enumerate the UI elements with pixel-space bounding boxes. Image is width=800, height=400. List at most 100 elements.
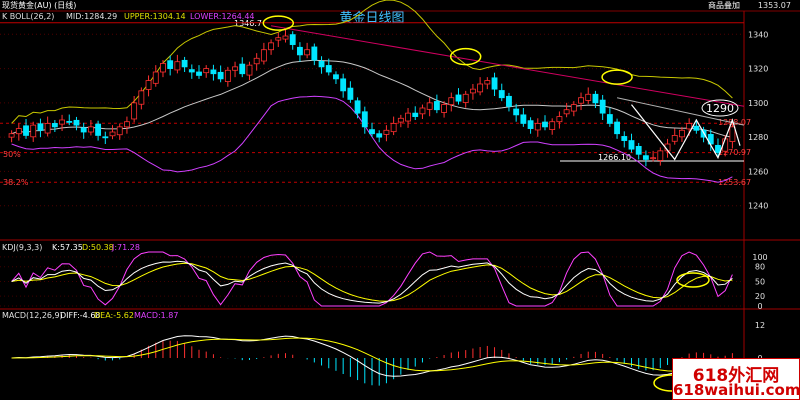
candle-body xyxy=(217,71,224,80)
candle-body xyxy=(671,135,678,142)
target-ellipse xyxy=(701,99,739,117)
candle-body xyxy=(621,136,628,141)
kdj-tick-label: 80 xyxy=(755,263,765,272)
watermark-line1: 618外汇网 xyxy=(692,366,780,386)
candle-body xyxy=(614,121,620,135)
candle-body xyxy=(347,87,354,100)
candle-body xyxy=(448,97,455,105)
candle-body xyxy=(361,111,368,128)
candle-body xyxy=(188,69,195,73)
candle-body xyxy=(174,61,181,71)
candle-body xyxy=(563,109,570,115)
fib-50-label: 50% xyxy=(3,150,21,159)
candle-body xyxy=(484,80,491,85)
kdj-tick-label: 100 xyxy=(752,253,767,262)
candle-body xyxy=(152,71,159,84)
candle-body xyxy=(657,150,664,161)
candle-body xyxy=(340,78,347,92)
candle-body xyxy=(304,49,311,56)
candle-body xyxy=(102,136,109,139)
candle-body xyxy=(333,74,339,80)
candle-body xyxy=(224,69,231,82)
candle-body xyxy=(44,123,51,134)
level-1-label: 1288.07 xyxy=(718,118,751,127)
candle-body xyxy=(390,123,397,133)
candle-body xyxy=(8,133,15,138)
kdj-tick-label: 50 xyxy=(755,277,765,286)
candle-body xyxy=(145,80,152,90)
projection-zigzag xyxy=(631,104,741,161)
boll-label: K BOLL(26,2) xyxy=(2,12,54,21)
highlight-ellipse xyxy=(601,69,633,85)
candle-body xyxy=(167,60,174,69)
candle-body xyxy=(570,104,577,112)
macd-value-label: MACD:1.87 xyxy=(134,311,179,320)
candle-body xyxy=(506,95,512,107)
macd-diff-label: DIFF:-4.68 xyxy=(60,311,101,320)
candle-body xyxy=(606,114,613,124)
kdj-highlight-ellipse xyxy=(676,272,710,288)
candle-body xyxy=(650,157,657,160)
candle-body xyxy=(109,131,116,137)
candle-body xyxy=(498,90,505,99)
watermark-line2: 618waihui.com xyxy=(673,381,800,399)
kdj-tick-label: 20 xyxy=(755,292,765,301)
candle-body xyxy=(585,93,592,101)
candle-body xyxy=(289,34,296,45)
candle-body xyxy=(181,59,188,68)
candle-body xyxy=(124,121,130,128)
overlay-tab[interactable]: 商品叠加 xyxy=(708,0,740,10)
candle-body xyxy=(556,116,563,123)
candle-body xyxy=(311,46,318,61)
macd-dea-line xyxy=(11,337,733,372)
upper-label: UPPER:1304.14 xyxy=(124,12,186,21)
candle-body xyxy=(268,42,275,51)
resistance-trendline xyxy=(271,25,745,107)
price-tick-label: 1340 xyxy=(748,30,768,39)
candle-body xyxy=(405,112,411,122)
mid-trendline xyxy=(616,97,745,126)
candle-body xyxy=(642,155,649,160)
candle-body xyxy=(441,104,448,113)
candle-body xyxy=(469,88,476,94)
candle-body xyxy=(59,119,65,125)
lower-label: LOWER:1264.44 xyxy=(190,12,255,21)
fib-382-label: 38.2% xyxy=(3,178,29,187)
candle-body xyxy=(426,102,433,110)
candle-body xyxy=(116,126,123,136)
candle-body xyxy=(628,140,635,150)
candle-body xyxy=(477,83,484,93)
price-tick-label: 1300 xyxy=(748,99,768,108)
candle-body xyxy=(520,114,527,124)
target-annotation: 1290 xyxy=(706,102,734,115)
candle-body xyxy=(527,120,534,129)
candle-body xyxy=(462,93,469,103)
candle-body xyxy=(296,46,303,56)
candle-body xyxy=(635,145,642,155)
candle-body xyxy=(73,119,80,126)
candle-body xyxy=(397,117,404,123)
price-tick-label: 1240 xyxy=(748,202,768,211)
candle-body xyxy=(253,57,260,65)
kdj-k-line xyxy=(11,260,733,304)
candle-body xyxy=(282,35,289,40)
high-annotation: 1346.7 xyxy=(234,19,262,28)
chart-title: 黄金日线图 xyxy=(339,10,404,26)
candle-body xyxy=(599,99,606,114)
chart-marks: 1240126012801300132013400205080100120 xyxy=(0,0,768,392)
macd-tick-label: 12 xyxy=(755,321,765,330)
price-tick-label: 1280 xyxy=(748,133,768,142)
candle-body xyxy=(138,90,145,105)
candle-body xyxy=(37,123,44,131)
candle-body xyxy=(210,69,217,75)
candle-body xyxy=(542,121,548,128)
candle-body xyxy=(66,120,73,123)
candle-body xyxy=(513,108,520,116)
candle-body xyxy=(715,144,721,153)
candle-body xyxy=(369,129,375,135)
candle-body xyxy=(196,71,202,76)
candle-body xyxy=(679,129,685,138)
candle-body xyxy=(383,129,390,135)
kdj-d-line xyxy=(11,262,733,302)
